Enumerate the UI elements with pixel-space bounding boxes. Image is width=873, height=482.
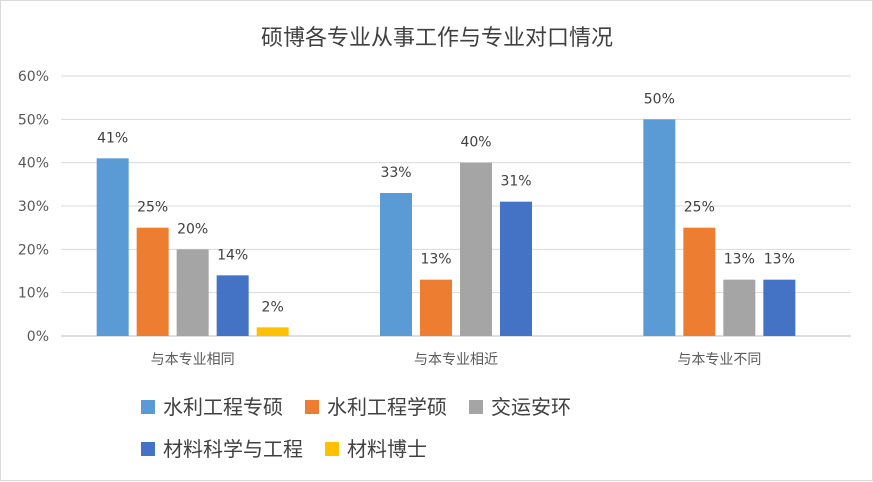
data-label: 41%	[97, 130, 128, 146]
bars	[96, 119, 796, 336]
data-labels: 41% 25% 20% 14% 2% 33% 13% 40% 31% 50% 25% 13% 13%	[97, 91, 795, 315]
data-label: 40%	[460, 135, 491, 151]
legend-swatch	[469, 400, 483, 414]
data-label: 20%	[177, 221, 208, 237]
x-category-label: 与本专业不同	[677, 352, 761, 368]
x-category-label: 与本专业相近	[414, 352, 498, 368]
legend-label: 交运安环	[491, 395, 571, 419]
data-label: 25%	[684, 200, 715, 216]
y-tick-label: 40%	[18, 156, 49, 172]
bar	[176, 249, 209, 336]
data-label: 31%	[500, 174, 531, 190]
bar	[420, 279, 452, 336]
bar	[216, 275, 249, 336]
bar	[643, 119, 676, 336]
bar	[380, 193, 412, 336]
y-axis-ticks: 0% 10% 20% 30% 40% 50% 60%	[18, 69, 49, 345]
bar	[256, 327, 289, 336]
y-tick-label: 30%	[18, 199, 49, 215]
legend-swatch	[305, 400, 319, 414]
bar	[460, 162, 492, 336]
data-label: 33%	[380, 165, 411, 181]
legend-label: 材料科学与工程	[163, 437, 303, 461]
y-tick-label: 20%	[18, 242, 49, 258]
chart-title: 硕博各专业从事工作与专业对口情况	[261, 26, 613, 51]
bar	[723, 279, 756, 336]
data-label: 2%	[262, 299, 284, 315]
bar	[136, 227, 169, 336]
x-category-label: 与本专业相同	[151, 352, 235, 368]
bar	[96, 158, 129, 336]
data-label: 13%	[724, 252, 755, 268]
legend-swatch	[141, 400, 155, 414]
data-label: 50%	[644, 91, 675, 107]
data-label: 13%	[420, 252, 451, 268]
data-label: 14%	[217, 247, 248, 263]
y-tick-label: 60%	[18, 69, 49, 85]
bar	[500, 201, 532, 336]
bar	[683, 227, 716, 336]
data-label: 13%	[764, 252, 795, 268]
legend-swatch	[325, 442, 339, 456]
bar	[763, 279, 796, 336]
data-label: 25%	[137, 200, 168, 216]
legend-swatch	[141, 442, 155, 456]
legend-label: 材料博士	[347, 437, 427, 461]
legend-label: 水利工程学硕	[327, 395, 447, 419]
y-tick-label: 50%	[18, 112, 49, 128]
y-tick-label: 0%	[27, 329, 49, 345]
legend-label: 水利工程专硕	[163, 395, 283, 419]
y-tick-label: 10%	[18, 286, 49, 302]
x-axis-categories: 与本专业相同 与本专业相近 与本专业不同	[151, 352, 762, 368]
